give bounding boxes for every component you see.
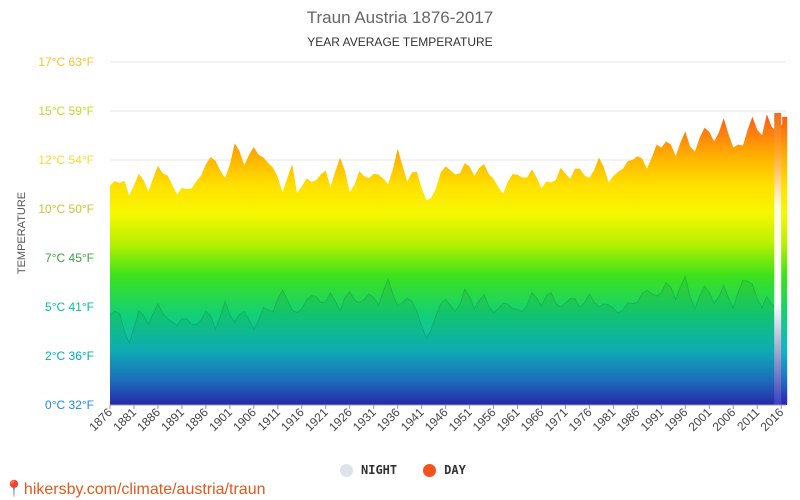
x-tick-label: 1976: [566, 405, 595, 434]
x-tick-label: 1991: [638, 405, 667, 434]
last-year-bar[interactable]: [782, 116, 788, 405]
x-tick-label: 1881: [110, 405, 139, 434]
x-tick-label: 2011: [734, 405, 762, 433]
night-series-shade: [110, 276, 786, 405]
x-tick-label: 1946: [422, 405, 451, 434]
x-tick-label: 1931: [350, 405, 379, 434]
x-tick-label: 1921: [302, 405, 331, 434]
source-link[interactable]: 📍hikersby.com/climate/austria/traun: [4, 479, 266, 499]
y-tick-label: 7°C 45°F: [45, 251, 94, 265]
x-tick-label: 1936: [374, 405, 403, 434]
x-tick-label: 1941: [398, 405, 427, 434]
temperature-chart: 0°C 32°F 2°C 36°F 5°C 41°F 7°C 45°F 10°C 50°…: [16, 55, 788, 434]
current-year-marker[interactable]: [774, 112, 782, 406]
y-tick-label: 5°C 41°F: [45, 300, 94, 314]
day-series-area[interactable]: [110, 114, 786, 405]
x-tick-label: 1961: [494, 405, 523, 434]
y-axis-label: TEMPERATURE: [16, 192, 28, 274]
x-tick-label: 1916: [278, 405, 307, 434]
night-series-line: [109, 274, 787, 345]
x-tick-label: 1906: [230, 405, 259, 434]
chart-title: Traun Austria 1876-2017: [306, 8, 494, 27]
x-tick-label: 2016: [758, 405, 787, 434]
x-tick-label: 1981: [590, 405, 619, 434]
y-tick-label: 0°C 32°F: [45, 398, 94, 412]
legend-label-night: NIGHT: [361, 463, 398, 477]
legend-item-night[interactable]: NIGHT: [340, 463, 397, 477]
x-tick-label: 1926: [326, 405, 355, 434]
x-tick-label: 1986: [614, 405, 643, 434]
night-dot-icon: [340, 463, 353, 477]
y-tick-label: 17°C 63°F: [38, 55, 94, 69]
location-pin-icon: 📍: [4, 481, 24, 498]
x-tick-label: 1966: [518, 405, 547, 434]
x-tick-label: 1951: [446, 405, 475, 434]
day-dot-icon: [423, 463, 437, 477]
x-tick-label: 1891: [158, 405, 187, 434]
x-tick-label: 1886: [134, 405, 163, 434]
x-tick-label: 1996: [662, 405, 691, 434]
x-tick-label: 2006: [710, 405, 739, 434]
y-tick-label: 10°C 50°F: [38, 202, 94, 216]
legend: NIGHT DAY: [340, 463, 466, 477]
x-tick-label: 1956: [470, 405, 499, 434]
y-tick-label: 15°C 59°F: [38, 104, 94, 118]
y-tick-label: 12°C 54°F: [38, 153, 94, 167]
x-tick-label: 1901: [206, 405, 235, 434]
legend-item-day[interactable]: DAY: [423, 463, 466, 477]
y-tick-label: 2°C 36°F: [45, 349, 94, 363]
x-tick-label: 1911: [255, 405, 283, 433]
legend-label-day: DAY: [444, 463, 466, 477]
x-tick-label: 1896: [182, 405, 211, 434]
x-tick-label: 1971: [542, 405, 571, 434]
chart-subtitle: YEAR AVERAGE TEMPERATURE: [307, 35, 493, 49]
x-tick-label: 2001: [686, 405, 715, 434]
source-url: hikersby.com/climate/austria/traun: [23, 481, 266, 498]
